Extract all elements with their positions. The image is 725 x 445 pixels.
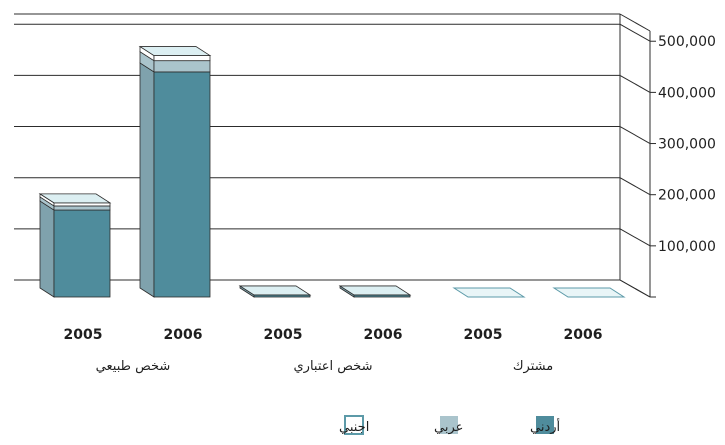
bar-top xyxy=(38,193,112,204)
bar-series xyxy=(38,45,626,298)
floor-edge xyxy=(619,279,651,298)
category-labels: 2005 2006 2005 2006 2005 2006 شخص طبيعي شخص اعت… xyxy=(64,327,603,374)
value-axis: 100,000 200,000 300,000 400,000 500,000 xyxy=(650,34,716,298)
bar-stack xyxy=(452,287,526,298)
gridline-depth xyxy=(619,23,651,42)
x-tick-label: 2006 xyxy=(164,327,203,343)
plot-top-depth xyxy=(619,13,651,32)
bar-side-1 xyxy=(139,62,155,298)
bar-segment-2 xyxy=(53,205,111,211)
bar-segment-3 xyxy=(153,55,211,62)
bar-empty-top xyxy=(552,287,626,298)
group-label: شخص اعتباري xyxy=(294,359,373,374)
legend-swatch xyxy=(536,416,554,434)
bar-stack xyxy=(552,287,626,298)
x-tick-label: 2005 xyxy=(464,327,503,343)
y-tick-label: 100,000 xyxy=(658,239,716,255)
y-tick-label: 200,000 xyxy=(658,188,716,204)
bar-empty-top xyxy=(452,287,526,298)
x-tick-label: 2005 xyxy=(64,327,103,343)
legend: أردني عربي اجنبي xyxy=(339,415,560,435)
bar-top xyxy=(138,46,212,56)
x-tick-label: 2006 xyxy=(564,327,603,343)
bar-stack xyxy=(238,285,312,298)
bar-side-1 xyxy=(39,200,55,298)
gridline-depth xyxy=(619,74,651,93)
bar-segment-3 xyxy=(53,202,111,207)
group-label: مشترك xyxy=(513,359,553,374)
bar-stack xyxy=(138,45,212,298)
y-tick-label: 500,000 xyxy=(658,34,716,50)
legend-label: أردني xyxy=(530,418,560,435)
legend-swatch xyxy=(344,415,364,435)
bar-segment-2 xyxy=(153,60,211,73)
legend-label: عربي xyxy=(434,420,463,435)
bar-top xyxy=(238,285,312,296)
x-tick-label: 2006 xyxy=(364,327,403,343)
bar-stack xyxy=(338,285,412,298)
x-tick-label: 2005 xyxy=(264,327,303,343)
legend-label: اجنبي xyxy=(339,420,369,435)
legend-swatch xyxy=(440,416,458,434)
y-tick-label: 300,000 xyxy=(658,137,716,153)
group-label: شخص طبيعي xyxy=(96,359,171,374)
bar-top xyxy=(338,285,412,296)
bar-stack xyxy=(38,193,112,298)
bar-segment-1 xyxy=(53,209,111,298)
chart-walls xyxy=(14,13,651,298)
gridline-depth xyxy=(619,228,651,247)
gridline-depth xyxy=(619,126,651,144)
y-tick-label: 400,000 xyxy=(658,85,716,101)
gridline-depth xyxy=(619,177,651,196)
bar-segment-1 xyxy=(153,71,211,298)
